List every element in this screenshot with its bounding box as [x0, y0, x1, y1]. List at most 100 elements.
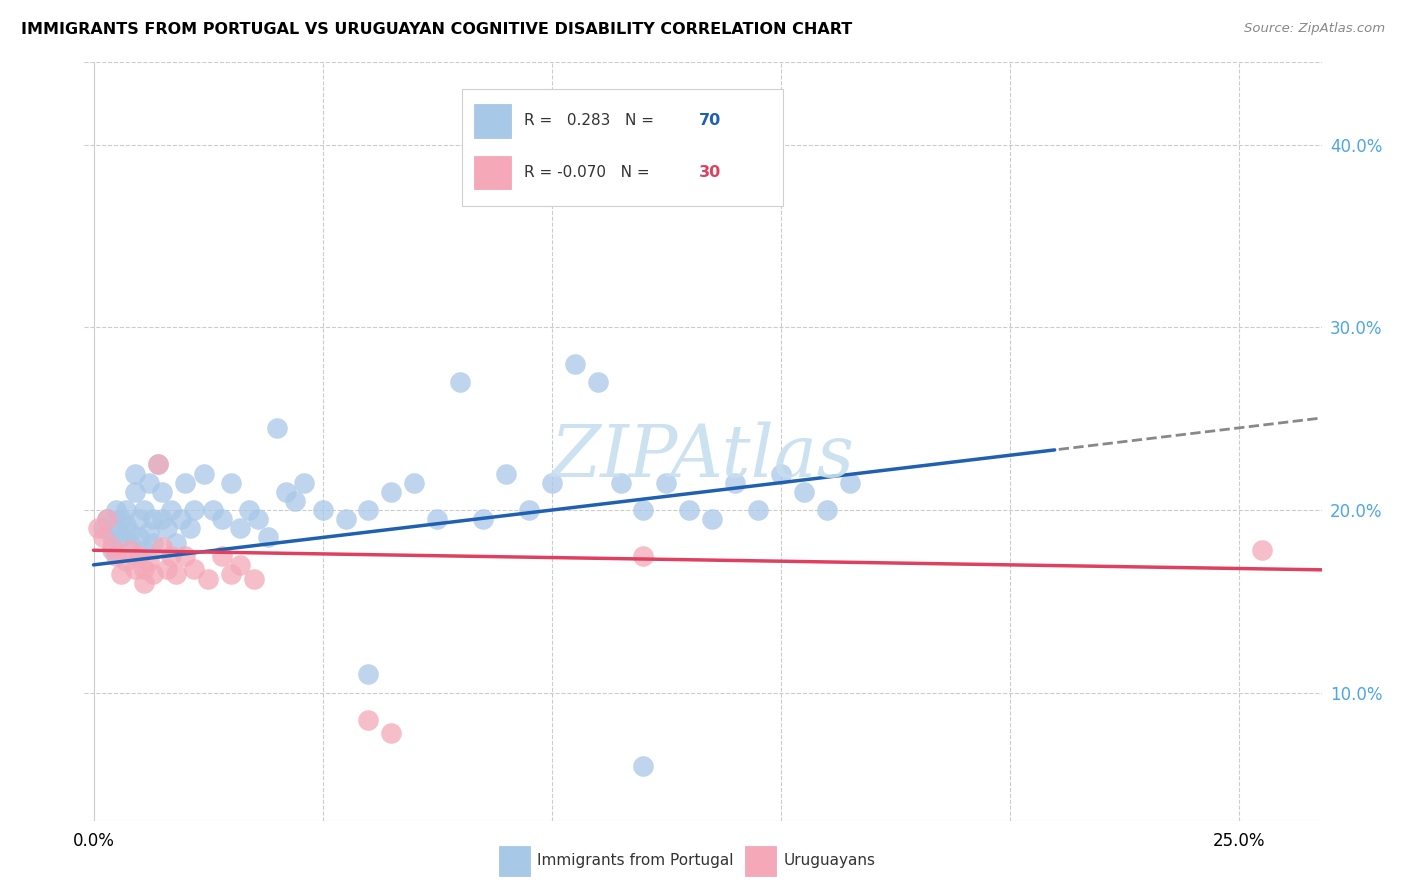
Point	[357, 503, 380, 517]
Text: Source: ZipAtlas.com: Source: ZipAtlas.com	[1244, 22, 1385, 36]
Point	[146, 458, 169, 472]
Point	[564, 357, 586, 371]
Point	[114, 503, 136, 517]
Point	[150, 512, 173, 526]
Point	[243, 573, 266, 587]
Point	[120, 536, 142, 550]
Point	[201, 503, 224, 517]
Point	[132, 576, 155, 591]
Point	[150, 484, 173, 499]
Point	[128, 549, 150, 563]
Point	[124, 467, 146, 481]
Text: R =   0.283   N =: R = 0.283 N =	[523, 113, 658, 128]
Point	[380, 484, 402, 499]
Point	[609, 475, 631, 490]
Point	[114, 517, 136, 532]
Point	[120, 524, 142, 539]
Point	[633, 549, 655, 563]
Text: 30: 30	[699, 165, 721, 180]
Point	[1251, 543, 1274, 558]
Point	[174, 549, 197, 563]
Point	[769, 467, 792, 481]
Point	[266, 421, 288, 435]
Point	[274, 484, 297, 499]
Point	[142, 512, 165, 526]
Point	[101, 543, 124, 558]
Point	[193, 467, 215, 481]
Point	[160, 503, 183, 517]
Point	[404, 475, 426, 490]
Point	[197, 573, 219, 587]
Point	[156, 521, 179, 535]
Point	[150, 540, 173, 554]
Point	[472, 512, 495, 526]
Text: Immigrants from Portugal: Immigrants from Portugal	[537, 854, 734, 868]
Point	[101, 531, 124, 545]
Point	[142, 536, 165, 550]
Point	[747, 503, 769, 517]
Point	[138, 524, 160, 539]
Point	[586, 375, 609, 389]
Point	[219, 566, 242, 581]
Point	[238, 503, 260, 517]
Point	[284, 494, 307, 508]
Point	[87, 521, 110, 535]
Point	[174, 475, 197, 490]
Point	[96, 512, 118, 526]
Point	[380, 726, 402, 740]
Point	[793, 484, 815, 499]
FancyBboxPatch shape	[474, 156, 512, 189]
Point	[101, 540, 124, 554]
Point	[815, 503, 838, 517]
Text: 70: 70	[699, 113, 721, 128]
Point	[160, 549, 183, 563]
Point	[110, 531, 132, 545]
Point	[183, 503, 205, 517]
Point	[114, 554, 136, 568]
Point	[91, 521, 114, 535]
Point	[132, 543, 155, 558]
Point	[211, 549, 233, 563]
Point	[96, 512, 118, 526]
Point	[138, 475, 160, 490]
Point	[124, 484, 146, 499]
Point	[156, 561, 179, 575]
Text: ZIPAtlas: ZIPAtlas	[551, 421, 855, 492]
FancyBboxPatch shape	[474, 104, 512, 137]
Point	[357, 667, 380, 681]
Point	[426, 512, 449, 526]
Point	[165, 566, 187, 581]
Point	[633, 503, 655, 517]
Point	[211, 512, 233, 526]
Text: Uruguayans: Uruguayans	[783, 854, 875, 868]
Point	[120, 543, 142, 558]
Point	[495, 467, 517, 481]
Point	[132, 503, 155, 517]
Point	[655, 475, 678, 490]
Point	[142, 566, 165, 581]
Point	[128, 531, 150, 545]
Point	[124, 561, 146, 575]
Point	[110, 512, 132, 526]
Text: R = -0.070   N =: R = -0.070 N =	[523, 165, 654, 180]
Point	[110, 566, 132, 581]
Point	[219, 475, 242, 490]
FancyBboxPatch shape	[461, 89, 783, 207]
Point	[128, 512, 150, 526]
Point	[183, 561, 205, 575]
Point	[540, 475, 562, 490]
Point	[678, 503, 700, 517]
Point	[165, 536, 187, 550]
Point	[146, 458, 169, 472]
Point	[229, 558, 252, 572]
Point	[179, 521, 201, 535]
Point	[91, 531, 114, 545]
Point	[311, 503, 333, 517]
Point	[105, 521, 128, 535]
Point	[292, 475, 315, 490]
Point	[105, 549, 128, 563]
Point	[357, 713, 380, 727]
Point	[724, 475, 747, 490]
Point	[838, 475, 860, 490]
Point	[169, 512, 191, 526]
